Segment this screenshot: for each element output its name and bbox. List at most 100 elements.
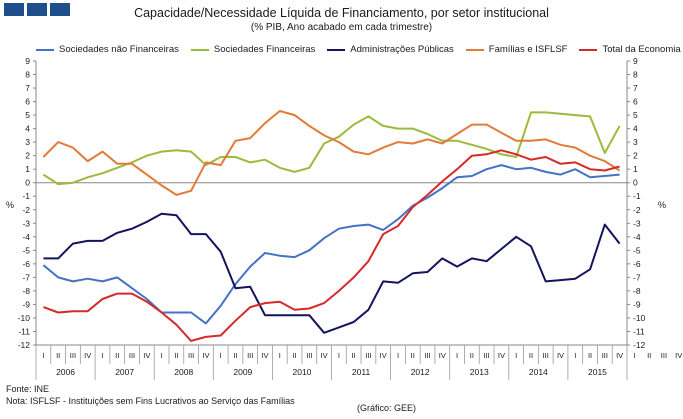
quarter-label: I	[161, 351, 163, 360]
y-tick-label-right: -3	[633, 218, 641, 228]
year-label: 2011	[352, 367, 371, 377]
quarter-label: I	[279, 351, 281, 360]
quarter-label: I	[397, 351, 399, 360]
y-tick-label-right: -4	[633, 232, 641, 242]
y-tick-label-left: -6	[22, 259, 30, 269]
quarter-label: IV	[675, 351, 682, 360]
y-tick-label-right: -12	[633, 340, 646, 350]
year-label: 2008	[174, 367, 193, 377]
quarter-label: II	[529, 351, 533, 360]
y-tick-label-right: -5	[633, 245, 641, 255]
y-tick-label-left: -7	[22, 272, 30, 282]
y-tick-label-right: -1	[633, 191, 641, 201]
year-label: 2010	[292, 367, 311, 377]
y-tick-label-left: 8	[25, 70, 30, 80]
y-tick-label-left: -12	[18, 340, 31, 350]
quarter-label: IV	[498, 351, 505, 360]
quarter-label: I	[42, 351, 44, 360]
quarter-label: IV	[261, 351, 268, 360]
series-line	[43, 150, 619, 341]
y-tick-label-right: -8	[633, 286, 641, 296]
quarter-label: III	[247, 351, 253, 360]
y-unit-right: %	[658, 200, 666, 210]
quarter-label: II	[115, 351, 119, 360]
year-label: 2006	[56, 367, 75, 377]
y-unit-left: %	[6, 200, 14, 210]
y-tick-label-right: -9	[633, 299, 641, 309]
quarter-label: IV	[380, 351, 387, 360]
quarter-label: II	[174, 351, 178, 360]
year-label: 2015	[588, 367, 607, 377]
y-tick-label-left: -4	[22, 232, 30, 242]
y-tick-label-left: -9	[22, 299, 30, 309]
footnote: Nota: ISFLSF - Instituições sem Fins Luc…	[6, 396, 295, 406]
y-tick-label-left: 5	[25, 110, 30, 120]
quarter-label: III	[484, 351, 490, 360]
quarter-label: III	[306, 351, 312, 360]
quarter-label: III	[424, 351, 430, 360]
quarter-label: III	[602, 351, 608, 360]
quarter-label: IV	[321, 351, 328, 360]
quarter-label: I	[101, 351, 103, 360]
y-tick-label-left: -5	[22, 245, 30, 255]
y-tick-label-right: 3	[633, 137, 638, 147]
y-tick-label-right: -7	[633, 272, 641, 282]
y-tick-label-left: 4	[25, 124, 30, 134]
source-note: Fonte: INE	[6, 384, 49, 394]
y-tick-label-left: 7	[25, 83, 30, 93]
quarter-label: III	[188, 351, 194, 360]
quarter-label: III	[129, 351, 135, 360]
quarter-label: II	[352, 351, 356, 360]
y-tick-label-right: 5	[633, 110, 638, 120]
year-label: 2014	[529, 367, 548, 377]
quarter-label: IV	[202, 351, 209, 360]
y-tick-label-left: -8	[22, 286, 30, 296]
y-tick-label-right: 9	[633, 56, 638, 66]
chart-credit: (Gráfico: GEE)	[357, 403, 416, 413]
y-tick-label-left: 6	[25, 97, 30, 107]
y-tick-label-right: -10	[633, 313, 646, 323]
quarter-label: III	[365, 351, 371, 360]
quarter-label: II	[56, 351, 60, 360]
y-tick-label-left: -3	[22, 218, 30, 228]
y-tick-label-left: 3	[25, 137, 30, 147]
quarter-label: II	[233, 351, 237, 360]
y-tick-label-right: 2	[633, 151, 638, 161]
year-label: 2012	[411, 367, 430, 377]
y-tick-label-right: -2	[633, 205, 641, 215]
quarter-label: I	[574, 351, 576, 360]
quarter-label: IV	[616, 351, 623, 360]
quarter-label: IV	[439, 351, 446, 360]
y-tick-label-left: -2	[22, 205, 30, 215]
quarter-label: I	[220, 351, 222, 360]
quarter-label: II	[647, 351, 651, 360]
y-tick-label-left: -10	[18, 313, 31, 323]
quarter-label: I	[456, 351, 458, 360]
quarter-label: II	[470, 351, 474, 360]
quarter-label: IV	[557, 351, 564, 360]
year-label: 2007	[115, 367, 134, 377]
y-tick-label-right: 6	[633, 97, 638, 107]
quarter-label: II	[292, 351, 296, 360]
quarter-label: IV	[143, 351, 150, 360]
y-tick-label-left: 2	[25, 151, 30, 161]
year-label: 2009	[233, 367, 252, 377]
y-tick-label-left: 9	[25, 56, 30, 66]
quarter-label: I	[633, 351, 635, 360]
y-tick-label-right: 0	[633, 178, 638, 188]
y-tick-label-right: 7	[633, 83, 638, 93]
quarter-label: II	[588, 351, 592, 360]
y-tick-label-right: 4	[633, 124, 638, 134]
quarter-label: I	[338, 351, 340, 360]
y-tick-label-right: -6	[633, 259, 641, 269]
y-tick-label-right: -11	[633, 326, 645, 336]
quarter-label: IV	[84, 351, 91, 360]
quarter-label: III	[543, 351, 549, 360]
y-tick-label-right: 1	[633, 164, 638, 174]
quarter-label: III	[661, 351, 667, 360]
series-line	[43, 214, 619, 333]
series-line	[43, 165, 619, 323]
quarter-label: I	[515, 351, 517, 360]
quarter-label: III	[70, 351, 76, 360]
